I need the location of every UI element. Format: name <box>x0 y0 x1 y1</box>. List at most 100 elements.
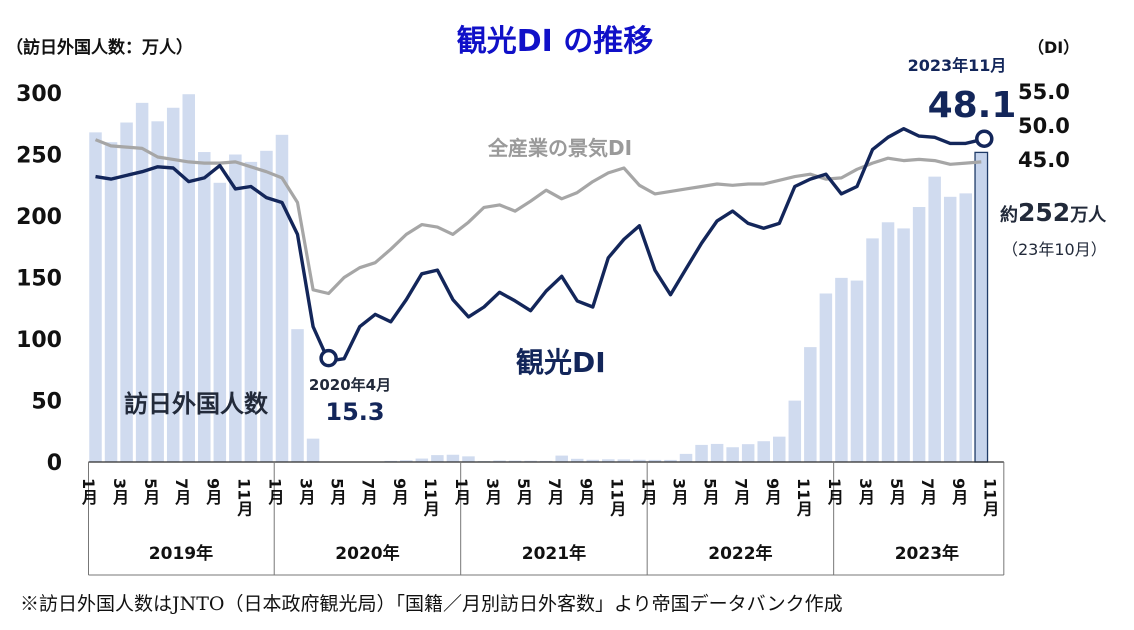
visitor-bar <box>633 459 646 462</box>
visitor-bar-latest <box>974 151 989 463</box>
left-tick-label: 150 <box>16 267 62 292</box>
year-label: 2020年 <box>335 543 399 564</box>
visitor-bar <box>602 459 615 462</box>
visitor-bar <box>819 293 833 462</box>
month-label: 9月 <box>949 478 969 506</box>
visitor-bar <box>306 438 320 462</box>
left-axis-ticks: 300 250 200 150 100 50 0 <box>16 82 62 476</box>
visitor-bar <box>182 94 195 462</box>
month-label: 1月 <box>452 478 472 506</box>
low-point-value: 15.3 <box>325 398 384 426</box>
x-axis-lines <box>88 461 1005 576</box>
month-label: 5月 <box>141 478 161 506</box>
visitor-bar <box>897 228 910 462</box>
visitor-bar <box>198 152 211 463</box>
visitor-bars <box>89 94 989 463</box>
visitor-bar <box>648 459 662 462</box>
left-tick-label: 0 <box>47 451 62 476</box>
right-tick-label: 55.0 <box>1018 80 1070 104</box>
visitors-unit: 万人 <box>1069 205 1107 226</box>
visitor-bar <box>104 142 118 462</box>
month-label: 3月 <box>297 478 317 506</box>
month-label: 9月 <box>763 478 783 506</box>
di-markers <box>319 129 994 368</box>
visitor-bar <box>773 436 786 462</box>
visitor-bar <box>912 207 926 462</box>
visitor-bar <box>570 458 584 462</box>
low-point-marker <box>319 348 338 368</box>
month-label: 3月 <box>856 478 876 506</box>
month-label: 3月 <box>110 478 130 506</box>
month-label: 1月 <box>265 478 285 506</box>
visitor-bar <box>617 459 631 462</box>
visitor-bar <box>120 122 133 463</box>
month-label: 7月 <box>359 478 379 506</box>
month-label: 9月 <box>390 478 410 506</box>
visitor-bar <box>726 447 739 462</box>
visitor-bar <box>788 400 802 462</box>
left-tick-label: 100 <box>16 328 62 353</box>
visitor-bar <box>959 193 972 463</box>
visitor-bar <box>710 443 724 462</box>
visitor-bar <box>446 454 460 462</box>
visitor-bar <box>835 277 848 462</box>
visitors-prefix: 約 <box>1000 204 1018 226</box>
month-label: 11月 <box>607 478 627 517</box>
month-label: 11月 <box>421 478 441 517</box>
visitor-bar <box>275 134 289 462</box>
visitor-bar <box>586 459 600 462</box>
visitor-bar <box>757 441 770 462</box>
visitors-number: 252 <box>1018 198 1070 227</box>
month-label: 5月 <box>887 478 907 506</box>
month-label: 9月 <box>576 478 596 506</box>
right-axis-label: （DI） <box>1028 38 1079 57</box>
visitor-bar <box>881 222 895 462</box>
left-tick-label: 250 <box>16 144 62 169</box>
visitor-bar <box>928 176 941 462</box>
di-lines <box>94 126 982 363</box>
visitor-bar <box>695 444 708 462</box>
visitor-bar <box>943 196 957 462</box>
visitor-bar <box>291 329 304 462</box>
all-industry-di-label: 全産業の景気DI <box>487 136 632 160</box>
visitors-note: （23年10月） <box>1002 240 1107 259</box>
left-tick-label: 300 <box>16 82 62 107</box>
visitor-bar <box>244 161 258 462</box>
visitor-bar <box>850 280 864 462</box>
month-label: 7月 <box>545 478 565 506</box>
month-label: 7月 <box>172 478 192 506</box>
visitor-bar <box>400 460 413 462</box>
visitor-bar <box>462 456 475 462</box>
month-label: 11月 <box>794 478 814 517</box>
chart-title: 観光DI の推移 <box>457 24 654 59</box>
visitor-bar <box>151 121 164 462</box>
low-point-date: 2020年4月 <box>309 376 391 394</box>
right-tick-label: 50.0 <box>1018 114 1070 138</box>
month-label: 9月 <box>203 478 223 506</box>
high-point-value: 48.1 <box>928 85 1017 126</box>
month-label: 7月 <box>918 478 938 506</box>
visitor-bar <box>508 460 522 462</box>
visitor-bar <box>415 458 429 462</box>
month-label: 7月 <box>732 478 752 506</box>
bar-series-label: 訪日外国人数 <box>124 390 269 418</box>
visitor-bar <box>431 455 444 462</box>
visitor-bar <box>493 460 506 462</box>
year-label: 2021年 <box>522 543 586 564</box>
visitor-bar <box>135 102 149 462</box>
left-tick-label: 200 <box>16 205 62 230</box>
left-axis-label: （訪日外国人数：万人） <box>6 37 193 58</box>
visitor-bar <box>804 347 817 462</box>
year-label: 2019年 <box>149 543 213 564</box>
visitor-bar <box>679 453 693 462</box>
month-label: 1月 <box>638 478 658 506</box>
source-footnote: ※訪日外国人数はJNTO（日本政府観光局）「国籍／月別訪日外客数」より帝国データ… <box>20 593 843 615</box>
right-tick-label: 45.0 <box>1018 148 1070 172</box>
left-tick-label: 50 <box>31 390 62 415</box>
visitor-bar <box>664 459 677 462</box>
month-labels: 1月 3月 5月 7月 9月 11月 1月 3月 5月 7月 9月 11月 1月 3月 5月 7月 9月 11月 1… <box>79 478 1000 517</box>
month-label: 11月 <box>980 478 1000 517</box>
visitor-bar <box>89 132 102 463</box>
all-industry-di-line <box>94 138 982 296</box>
